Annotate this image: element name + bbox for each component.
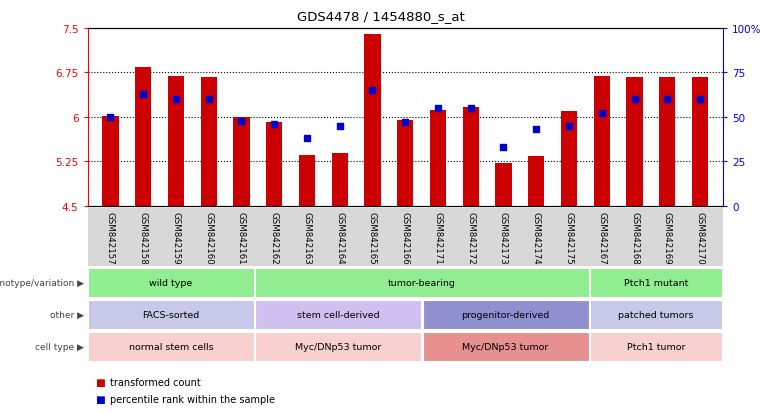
- Text: percentile rank within the sample: percentile rank within the sample: [110, 394, 275, 404]
- Text: GSM842165: GSM842165: [368, 211, 377, 264]
- Point: [170, 97, 182, 103]
- Text: GSM842171: GSM842171: [434, 211, 442, 264]
- Bar: [561, 112, 577, 206]
- Point: [563, 123, 575, 130]
- Bar: [256, 268, 588, 297]
- Bar: [135, 68, 151, 206]
- Point: [530, 127, 543, 133]
- Text: ■: ■: [95, 377, 105, 387]
- Bar: [594, 77, 610, 206]
- Bar: [430, 111, 446, 206]
- Bar: [659, 78, 676, 206]
- Point: [465, 105, 477, 112]
- Text: progenitor-derived: progenitor-derived: [461, 310, 549, 319]
- Text: GSM842174: GSM842174: [532, 211, 541, 264]
- Text: other ▶: other ▶: [49, 310, 84, 319]
- Text: GSM842158: GSM842158: [139, 211, 148, 264]
- Point: [235, 118, 247, 125]
- Text: GSM842175: GSM842175: [565, 211, 574, 264]
- Text: GSM842170: GSM842170: [696, 211, 705, 264]
- Text: Myc/DNp53 tumor: Myc/DNp53 tumor: [295, 342, 381, 351]
- Text: GSM842157: GSM842157: [106, 211, 115, 264]
- Bar: [256, 300, 422, 329]
- Point: [399, 120, 411, 126]
- Text: ■: ■: [95, 394, 105, 404]
- Point: [694, 97, 706, 103]
- Point: [498, 145, 510, 151]
- Bar: [332, 153, 348, 206]
- Text: GSM842162: GSM842162: [269, 211, 279, 264]
- Point: [661, 97, 673, 103]
- Bar: [266, 123, 282, 206]
- Text: GSM842159: GSM842159: [171, 211, 180, 264]
- Text: genotype/variation ▶: genotype/variation ▶: [0, 278, 84, 287]
- Bar: [365, 35, 380, 206]
- Text: patched tumors: patched tumors: [618, 310, 694, 319]
- Text: cell type ▶: cell type ▶: [35, 342, 84, 351]
- Point: [301, 136, 313, 142]
- Bar: [88, 268, 254, 297]
- Text: GSM842166: GSM842166: [401, 211, 409, 264]
- Point: [104, 114, 116, 121]
- Bar: [234, 118, 250, 206]
- Text: normal stem cells: normal stem cells: [129, 342, 213, 351]
- Point: [268, 121, 280, 128]
- Text: GSM842167: GSM842167: [597, 211, 607, 264]
- Text: GSM842160: GSM842160: [204, 211, 213, 264]
- Bar: [299, 156, 315, 206]
- Bar: [692, 78, 708, 206]
- Text: GSM842168: GSM842168: [630, 211, 639, 264]
- Point: [432, 105, 444, 112]
- Text: stem cell-derived: stem cell-derived: [297, 310, 380, 319]
- Bar: [463, 108, 479, 206]
- Bar: [495, 164, 511, 206]
- Text: GDS4478 / 1454880_s_at: GDS4478 / 1454880_s_at: [297, 10, 464, 23]
- Text: GSM842161: GSM842161: [237, 211, 246, 264]
- Text: GSM842172: GSM842172: [466, 211, 475, 264]
- Text: FACS-sorted: FACS-sorted: [142, 310, 199, 319]
- Bar: [590, 300, 722, 329]
- Point: [596, 111, 608, 117]
- Text: Myc/DNp53 tumor: Myc/DNp53 tumor: [463, 342, 549, 351]
- Bar: [200, 78, 217, 206]
- Bar: [256, 332, 422, 361]
- Bar: [626, 78, 643, 206]
- Bar: [590, 268, 722, 297]
- Bar: [422, 300, 588, 329]
- Point: [366, 88, 378, 94]
- Text: transformed count: transformed count: [110, 377, 201, 387]
- Point: [137, 91, 149, 98]
- Bar: [167, 77, 184, 206]
- Bar: [102, 116, 119, 206]
- Bar: [528, 156, 544, 206]
- Text: tumor-bearing: tumor-bearing: [388, 278, 456, 287]
- Point: [202, 97, 215, 103]
- Bar: [397, 121, 413, 206]
- Text: Ptch1 mutant: Ptch1 mutant: [624, 278, 688, 287]
- Text: GSM842163: GSM842163: [302, 211, 311, 264]
- Bar: [422, 332, 588, 361]
- Point: [333, 123, 345, 130]
- Bar: [88, 300, 254, 329]
- Text: wild type: wild type: [149, 278, 193, 287]
- Text: GSM842169: GSM842169: [663, 211, 672, 264]
- Text: GSM842164: GSM842164: [336, 211, 344, 264]
- Text: GSM842173: GSM842173: [499, 211, 508, 264]
- Bar: [590, 332, 722, 361]
- Bar: [88, 332, 254, 361]
- Point: [629, 97, 641, 103]
- Text: Ptch1 tumor: Ptch1 tumor: [627, 342, 686, 351]
